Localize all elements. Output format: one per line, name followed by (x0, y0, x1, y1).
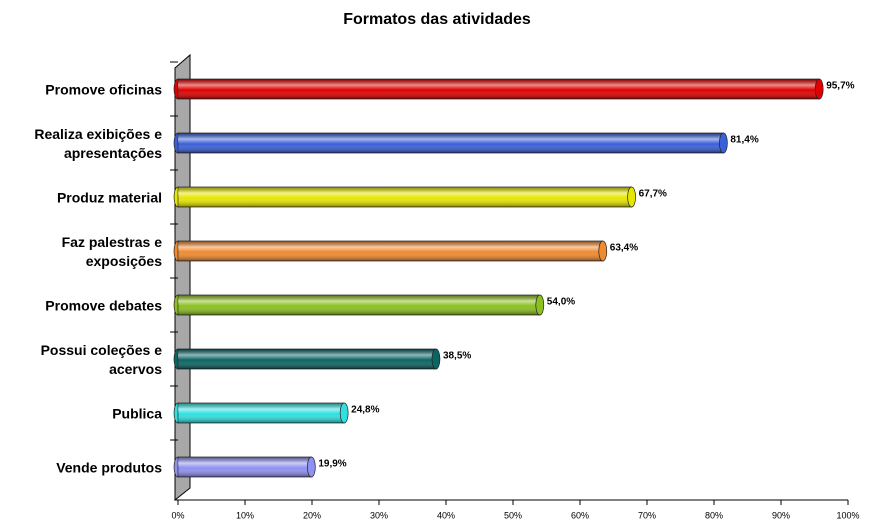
value-label: 67,7% (639, 189, 667, 200)
bar-shade (178, 133, 724, 153)
x-tick-label: 60% (571, 510, 589, 520)
value-label: 38,5% (443, 351, 471, 362)
bar-shade (178, 241, 603, 261)
bar-shade (178, 403, 345, 423)
chart-title: Formatos das atividades (343, 11, 531, 28)
category-label: Vende produtos (56, 460, 162, 476)
bar-shade (178, 79, 820, 99)
x-tick-label: 30% (370, 510, 388, 520)
bar-shade (178, 187, 632, 207)
bar-cap (431, 348, 441, 370)
bar-shade (178, 349, 436, 369)
bar-cap (339, 402, 349, 424)
bar-cap (719, 132, 728, 154)
x-tick-label: 20% (303, 510, 321, 520)
category-label: Promove oficinas (45, 82, 162, 98)
value-label: 63,4% (610, 243, 638, 254)
bar-cap (598, 240, 608, 262)
x-tick-label: 40% (437, 510, 455, 520)
category-label: Possui coleções e (41, 342, 163, 358)
x-tick-label: 0% (171, 510, 184, 520)
category-label: exposições (86, 253, 162, 269)
value-label: 81,4% (730, 135, 758, 146)
category-label: Promove debates (45, 298, 162, 314)
category-label: Realiza exibições e (34, 126, 162, 142)
bar-shade (178, 295, 540, 315)
bar-cap (814, 78, 824, 100)
value-label: 54,0% (547, 297, 575, 308)
value-label: 95,7% (826, 81, 854, 92)
x-tick-label: 70% (638, 510, 656, 520)
bar-cap (627, 186, 636, 208)
x-tick-label: 10% (236, 510, 254, 520)
bar-cap (535, 294, 545, 316)
value-label: 19,9% (318, 459, 346, 470)
category-label: Publica (112, 406, 162, 422)
x-tick-label: 50% (504, 510, 522, 520)
x-tick-label: 100% (836, 510, 859, 520)
category-label: acervos (109, 361, 162, 377)
x-tick-label: 90% (772, 510, 790, 520)
category-label: Faz palestras e (62, 234, 163, 250)
bar-cap (306, 456, 316, 478)
value-label: 24,8% (351, 405, 379, 416)
x-tick-label: 80% (705, 510, 723, 520)
category-label: apresentações (64, 145, 162, 161)
bar-shade (178, 457, 312, 477)
category-label: Produz material (57, 190, 162, 206)
